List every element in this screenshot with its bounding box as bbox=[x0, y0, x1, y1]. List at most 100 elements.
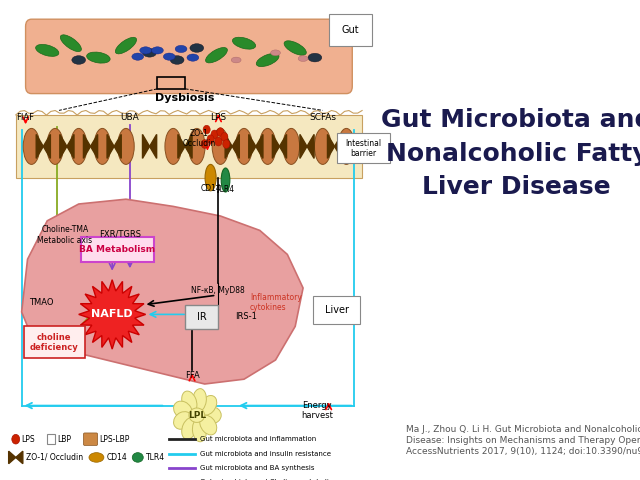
Text: Liver: Liver bbox=[324, 305, 349, 315]
Polygon shape bbox=[83, 134, 90, 158]
Polygon shape bbox=[273, 134, 280, 158]
Polygon shape bbox=[232, 134, 239, 158]
Ellipse shape bbox=[118, 129, 134, 164]
FancyBboxPatch shape bbox=[185, 305, 218, 329]
Ellipse shape bbox=[256, 53, 279, 67]
FancyBboxPatch shape bbox=[329, 14, 372, 46]
Ellipse shape bbox=[163, 53, 175, 60]
Ellipse shape bbox=[140, 47, 152, 54]
Circle shape bbox=[207, 135, 214, 144]
Ellipse shape bbox=[47, 129, 63, 164]
Polygon shape bbox=[335, 134, 342, 158]
Polygon shape bbox=[67, 134, 74, 158]
Text: FFA: FFA bbox=[185, 371, 200, 380]
Text: IRS-1: IRS-1 bbox=[236, 312, 257, 321]
Ellipse shape bbox=[115, 40, 138, 51]
Polygon shape bbox=[150, 134, 157, 158]
Ellipse shape bbox=[284, 42, 307, 54]
Polygon shape bbox=[225, 134, 232, 158]
Text: SCFAs: SCFAs bbox=[309, 113, 336, 122]
Polygon shape bbox=[107, 134, 114, 158]
Text: Dysbiosis: Dysbiosis bbox=[156, 94, 214, 103]
Text: ZO-1/ Occludin: ZO-1/ Occludin bbox=[26, 453, 83, 462]
Polygon shape bbox=[60, 134, 67, 158]
Bar bbox=[157, 77, 185, 89]
Ellipse shape bbox=[308, 53, 322, 62]
Text: BA Metabolism: BA Metabolism bbox=[79, 245, 156, 253]
FancyBboxPatch shape bbox=[24, 326, 84, 358]
FancyBboxPatch shape bbox=[83, 433, 98, 445]
Text: CD14: CD14 bbox=[106, 453, 127, 462]
Text: Energy
harvest: Energy harvest bbox=[301, 401, 333, 420]
Ellipse shape bbox=[132, 453, 143, 462]
Ellipse shape bbox=[190, 44, 204, 52]
Text: FIAF: FIAF bbox=[17, 113, 35, 122]
Text: Ma J., Zhou Q. Li H. Gut Microbiota and Nonalcoholic Fatty Liver
Disease: Insigh: Ma J., Zhou Q. Li H. Gut Microbiota and … bbox=[406, 425, 640, 456]
Text: Gut Microbiota and
Nonalcoholic Fatty
Liver Disease: Gut Microbiota and Nonalcoholic Fatty Li… bbox=[381, 108, 640, 199]
Ellipse shape bbox=[173, 401, 192, 419]
Ellipse shape bbox=[23, 129, 40, 164]
Ellipse shape bbox=[233, 36, 255, 50]
Ellipse shape bbox=[182, 418, 197, 439]
FancyBboxPatch shape bbox=[337, 133, 390, 163]
Circle shape bbox=[201, 140, 208, 148]
Ellipse shape bbox=[221, 168, 230, 192]
Polygon shape bbox=[300, 134, 307, 158]
Text: UBA: UBA bbox=[120, 113, 140, 122]
Circle shape bbox=[223, 140, 230, 148]
Ellipse shape bbox=[189, 129, 205, 164]
Circle shape bbox=[12, 434, 20, 444]
Polygon shape bbox=[90, 134, 98, 158]
Ellipse shape bbox=[143, 48, 156, 57]
Text: Intestinal
barrier: Intestinal barrier bbox=[345, 139, 381, 158]
Circle shape bbox=[211, 130, 218, 139]
Text: ZO-1
Occludin: ZO-1 Occludin bbox=[182, 129, 216, 148]
Ellipse shape bbox=[200, 415, 217, 435]
FancyBboxPatch shape bbox=[313, 296, 360, 324]
Ellipse shape bbox=[271, 50, 280, 56]
Ellipse shape bbox=[175, 45, 187, 53]
Text: NF-κB, MyD88: NF-κB, MyD88 bbox=[191, 286, 244, 295]
Ellipse shape bbox=[193, 419, 206, 442]
Bar bbox=[16, 115, 362, 178]
Ellipse shape bbox=[205, 49, 228, 61]
Ellipse shape bbox=[87, 51, 110, 64]
Ellipse shape bbox=[231, 57, 241, 63]
Text: choline
deficiency: choline deficiency bbox=[30, 333, 79, 352]
Text: FXR/TGRS: FXR/TGRS bbox=[99, 229, 141, 238]
Text: IR: IR bbox=[196, 312, 206, 322]
Ellipse shape bbox=[283, 129, 300, 164]
Text: LPS-LBP: LPS-LBP bbox=[99, 435, 129, 444]
Text: Gut microbiota and insulin resistance: Gut microbiota and insulin resistance bbox=[200, 451, 330, 456]
Ellipse shape bbox=[314, 129, 331, 164]
Text: LPL: LPL bbox=[188, 411, 206, 420]
Ellipse shape bbox=[200, 396, 217, 415]
Ellipse shape bbox=[36, 43, 58, 58]
Ellipse shape bbox=[338, 129, 355, 164]
Ellipse shape bbox=[182, 391, 197, 413]
Ellipse shape bbox=[165, 129, 182, 164]
FancyBboxPatch shape bbox=[26, 19, 352, 94]
Ellipse shape bbox=[236, 129, 252, 164]
Polygon shape bbox=[22, 199, 303, 384]
Ellipse shape bbox=[70, 129, 87, 164]
Text: Gut microbiota and BA synthesis: Gut microbiota and BA synthesis bbox=[200, 465, 314, 471]
Ellipse shape bbox=[72, 56, 86, 64]
Polygon shape bbox=[44, 134, 51, 158]
Text: TMAO: TMAO bbox=[29, 298, 54, 307]
Ellipse shape bbox=[187, 54, 199, 61]
Ellipse shape bbox=[89, 453, 104, 462]
Text: LBP: LBP bbox=[58, 435, 72, 444]
Polygon shape bbox=[178, 134, 185, 158]
Polygon shape bbox=[9, 451, 16, 464]
Ellipse shape bbox=[193, 389, 206, 411]
Circle shape bbox=[221, 132, 228, 141]
Text: TLR4: TLR4 bbox=[146, 453, 164, 462]
Ellipse shape bbox=[173, 412, 192, 429]
Ellipse shape bbox=[202, 407, 221, 423]
Polygon shape bbox=[114, 134, 121, 158]
Polygon shape bbox=[280, 134, 287, 158]
Text: LPS: LPS bbox=[211, 113, 227, 122]
Polygon shape bbox=[256, 134, 263, 158]
Bar bbox=[47, 434, 55, 444]
